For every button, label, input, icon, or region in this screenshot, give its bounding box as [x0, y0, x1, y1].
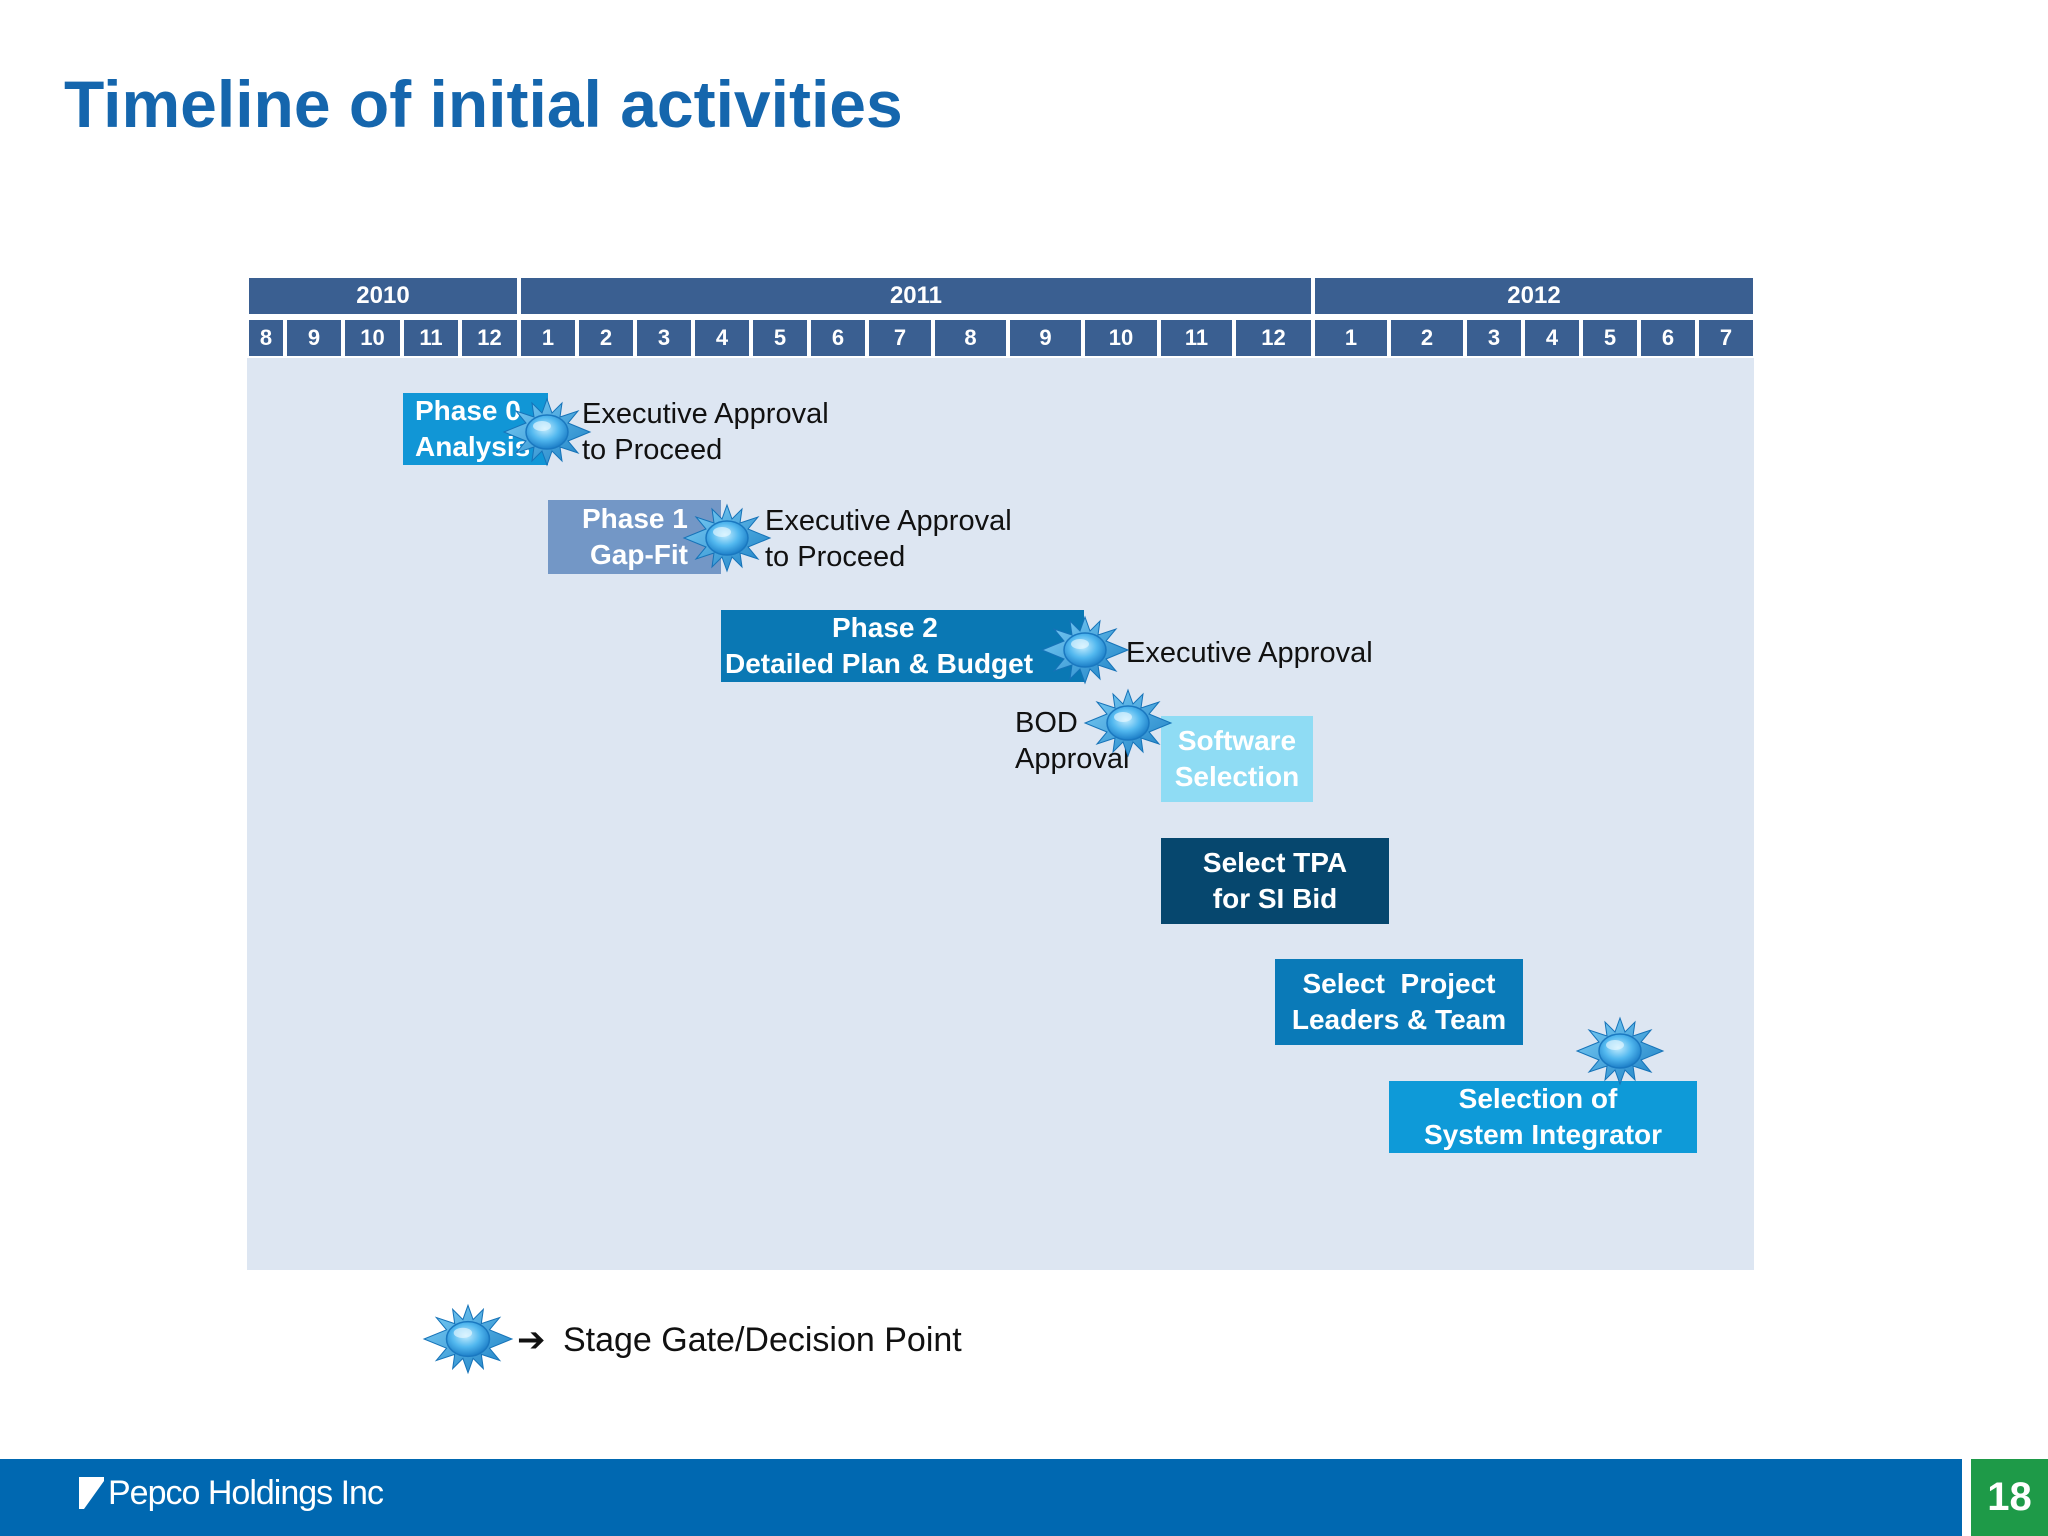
task-phase-2-detailed-plan: Phase 2 Detailed Plan & Budget [721, 610, 1084, 682]
label-line1: Executive Approval [582, 398, 829, 430]
label-line2: to Proceed [582, 434, 723, 466]
month-cell: 3 [1467, 320, 1521, 356]
label-line2: Approval [1015, 743, 1130, 775]
stage-gate-star-icon [683, 504, 771, 572]
task-label-line2: Gap-Fit [590, 539, 688, 570]
stage-gate-star-icon [1576, 1017, 1664, 1085]
month-cell: 2 [579, 320, 633, 356]
legend-star-icon [423, 1304, 513, 1374]
month-cell: 4 [695, 320, 749, 356]
task-label-line2: Analysis [415, 431, 531, 462]
task-label-line2: Selection [1174, 761, 1300, 792]
company-logo: Pepco Holdings Inc [76, 1473, 384, 1513]
task-software-selection: Software Selection [1161, 716, 1313, 802]
approval-label-1: Executive Approval to Proceed [582, 396, 829, 468]
month-cell: 12 [1236, 320, 1311, 356]
year-header-2011: 2011 [521, 278, 1311, 314]
stage-gate-star-icon [1041, 616, 1129, 684]
month-cell: 10 [345, 320, 400, 356]
month-cell: 9 [1010, 320, 1081, 356]
month-cell: 6 [1641, 320, 1695, 356]
task-label-line2: Detailed Plan & Budget [725, 648, 1034, 679]
task-label-line1: Select TPA [1202, 847, 1348, 878]
task-label-line2: Leaders & Team [1291, 1004, 1507, 1035]
task-select-tpa: Select TPA for SI Bid [1161, 838, 1389, 924]
month-cell: 8 [935, 320, 1006, 356]
logo-mark-icon [79, 1477, 104, 1509]
arrow-icon: ➔ [517, 1320, 546, 1360]
task-label-line1: Phase 2 [832, 612, 938, 643]
month-cell: 3 [637, 320, 691, 356]
approval-label-3: Executive Approval [1126, 637, 1373, 669]
task-label-line2: System Integrator [1423, 1119, 1663, 1150]
month-cell: 11 [404, 320, 458, 356]
task-label-line1: Selection of [1458, 1083, 1618, 1114]
company-name: Pepco Holdings Inc [108, 1474, 384, 1512]
approval-label-2: Executive Approval to Proceed [765, 503, 1012, 575]
month-cell: 11 [1161, 320, 1232, 356]
month-cell: 1 [521, 320, 575, 356]
bod-approval-label: BOD Approval [1015, 705, 1129, 777]
year-header-2010: 2010 [249, 278, 517, 314]
task-select-project-leaders: Select Project Leaders & Team [1275, 959, 1523, 1045]
month-cell: 2 [1391, 320, 1463, 356]
task-phase-1-gap-fit: Phase 1 Gap-Fit [548, 500, 721, 574]
stage-gate-star-icon [503, 398, 591, 466]
task-selection-system-integrator: Selection of System Integrator [1389, 1081, 1697, 1153]
stage-gate-star-icon [1084, 689, 1172, 757]
month-cell: 5 [1583, 320, 1637, 356]
footer-divider [1962, 1459, 1971, 1536]
page-number: 18 [1971, 1459, 2048, 1536]
task-label-line1: Software [1177, 725, 1297, 756]
month-cell: 7 [1699, 320, 1753, 356]
year-header-2012: 2012 [1315, 278, 1753, 314]
month-cell: 9 [287, 320, 341, 356]
label-line1: BOD [1015, 707, 1078, 739]
task-label-line1: Phase 1 [582, 503, 688, 534]
month-cell: 5 [753, 320, 807, 356]
page-title: Timeline of initial activities [64, 67, 903, 141]
footer-bar [0, 1459, 1962, 1536]
month-cell: 1 [1315, 320, 1387, 356]
label-line1: Executive Approval [765, 505, 1012, 537]
legend: ➔ Stage Gate/Decision Point [517, 1320, 962, 1360]
month-cell: 4 [1525, 320, 1579, 356]
month-cell: 6 [811, 320, 865, 356]
month-cell: 8 [249, 320, 283, 356]
label-line2: to Proceed [765, 541, 906, 573]
legend-text: Stage Gate/Decision Point [562, 1321, 962, 1359]
month-cell: 12 [462, 320, 517, 356]
task-label-line2: for SI Bid [1212, 883, 1338, 914]
task-label-line1: Select Project [1302, 968, 1496, 999]
month-cell: 7 [869, 320, 931, 356]
task-label-line1: Phase 0 [415, 395, 521, 426]
month-cell: 10 [1085, 320, 1157, 356]
